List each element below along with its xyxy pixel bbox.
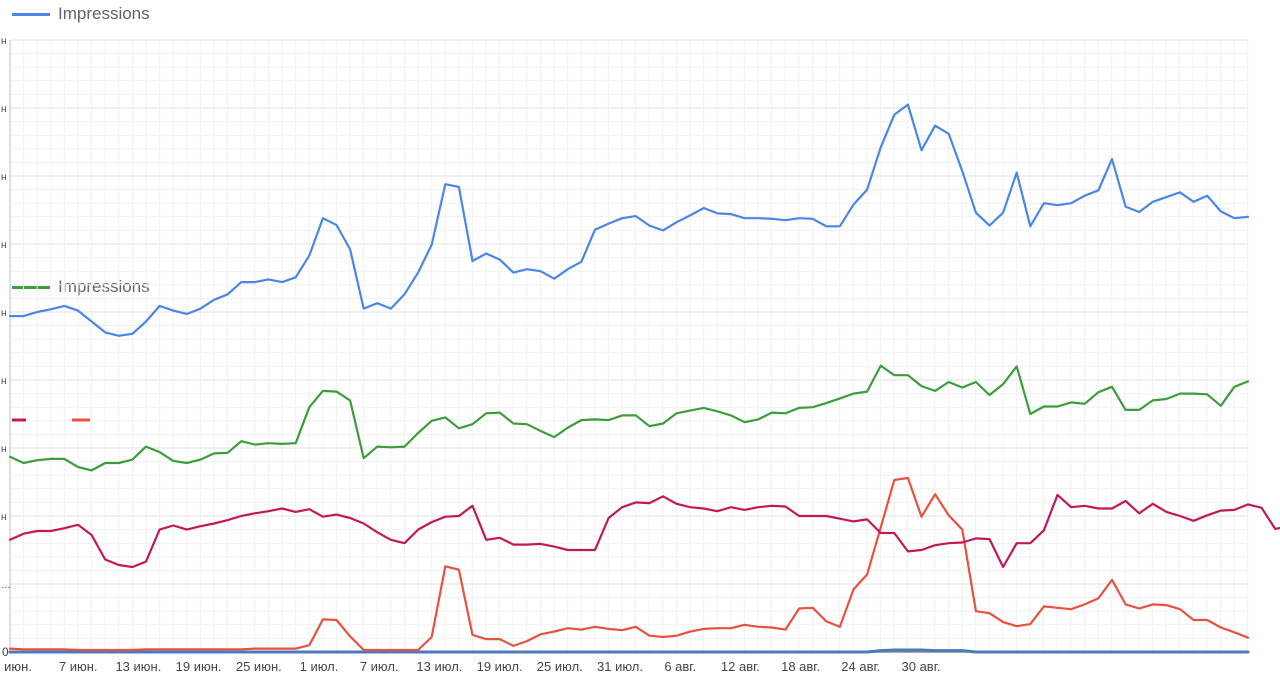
series-line-1 bbox=[8, 364, 1250, 472]
series-line-0 bbox=[8, 103, 1250, 337]
y-tick-label: н bbox=[1, 240, 7, 251]
y-tick-label: … bbox=[1, 580, 11, 591]
legend-label-green: Impressions bbox=[58, 277, 150, 296]
x-tick-label: июн. bbox=[4, 659, 32, 674]
y-tick-label: н bbox=[1, 172, 7, 183]
x-tick-label: 12 авг. bbox=[721, 659, 760, 674]
grid bbox=[9, 39, 1249, 653]
series-line-2 bbox=[8, 493, 1280, 569]
x-tick-label: 7 июл. bbox=[360, 659, 399, 674]
y-tick-label: н bbox=[1, 376, 7, 387]
x-tick-label: 30 авг. bbox=[902, 659, 941, 674]
y-tick-label: н bbox=[1, 36, 7, 47]
legend-swatch-blue bbox=[12, 12, 50, 16]
y-tick-label: 0 bbox=[2, 645, 9, 659]
y-tick-label: н bbox=[1, 308, 7, 319]
x-tick-label: 6 авг. bbox=[664, 659, 696, 674]
legend-top: Impressions bbox=[12, 4, 150, 24]
x-tick-label: 13 июн. bbox=[115, 659, 161, 674]
series-line-3 bbox=[8, 476, 1250, 652]
y-tick-label: н bbox=[1, 512, 7, 523]
legend-swatch-green bbox=[12, 285, 50, 289]
x-tick-label: 25 июн. bbox=[236, 659, 282, 674]
y-tick-label: н bbox=[1, 444, 7, 455]
x-tick-label: 13 июл. bbox=[416, 659, 462, 674]
x-tick-label: 25 июл. bbox=[537, 659, 583, 674]
legend-label-blue: Impressions bbox=[58, 4, 150, 23]
x-tick-label: 7 июн. bbox=[59, 659, 98, 674]
series-line-4 bbox=[8, 648, 1250, 654]
x-tick-label: 19 июн. bbox=[176, 659, 222, 674]
x-tick-label: 24 авг. bbox=[841, 659, 880, 674]
y-tick-label: н bbox=[1, 104, 7, 115]
x-tick-label: 18 авг. bbox=[781, 659, 820, 674]
x-tick-label: 31 июл. bbox=[597, 659, 643, 674]
x-tick-label: 1 июл. bbox=[300, 659, 339, 674]
x-tick-label: 19 июл. bbox=[477, 659, 523, 674]
legend-middle: Impressions bbox=[12, 277, 150, 297]
